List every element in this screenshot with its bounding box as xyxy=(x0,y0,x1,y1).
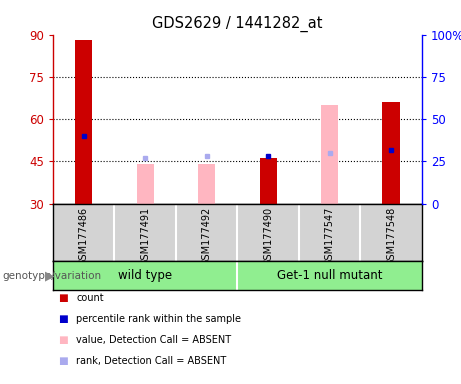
Text: ■: ■ xyxy=(58,293,67,303)
Text: ■: ■ xyxy=(58,335,67,345)
Bar xyxy=(198,164,215,204)
Text: ■: ■ xyxy=(58,314,67,324)
Text: GSM177548: GSM177548 xyxy=(386,207,396,266)
Text: ▶: ▶ xyxy=(45,269,55,282)
Text: rank, Detection Call = ABSENT: rank, Detection Call = ABSENT xyxy=(76,356,226,366)
Text: GSM177486: GSM177486 xyxy=(79,207,89,265)
Bar xyxy=(260,159,277,204)
Title: GDS2629 / 1441282_at: GDS2629 / 1441282_at xyxy=(152,16,323,32)
Bar xyxy=(383,102,400,204)
Text: genotype/variation: genotype/variation xyxy=(2,270,101,281)
Text: value, Detection Call = ABSENT: value, Detection Call = ABSENT xyxy=(76,335,231,345)
Text: percentile rank within the sample: percentile rank within the sample xyxy=(76,314,241,324)
Text: count: count xyxy=(76,293,104,303)
Text: GSM177490: GSM177490 xyxy=(263,207,273,265)
Bar xyxy=(321,105,338,204)
Bar xyxy=(75,40,92,204)
Bar xyxy=(136,164,154,204)
Text: ■: ■ xyxy=(58,356,67,366)
Text: wild type: wild type xyxy=(118,269,172,282)
Text: GSM177492: GSM177492 xyxy=(201,207,212,266)
Text: GSM177491: GSM177491 xyxy=(140,207,150,265)
Text: GSM177547: GSM177547 xyxy=(325,207,335,266)
Text: Get-1 null mutant: Get-1 null mutant xyxy=(277,269,382,282)
